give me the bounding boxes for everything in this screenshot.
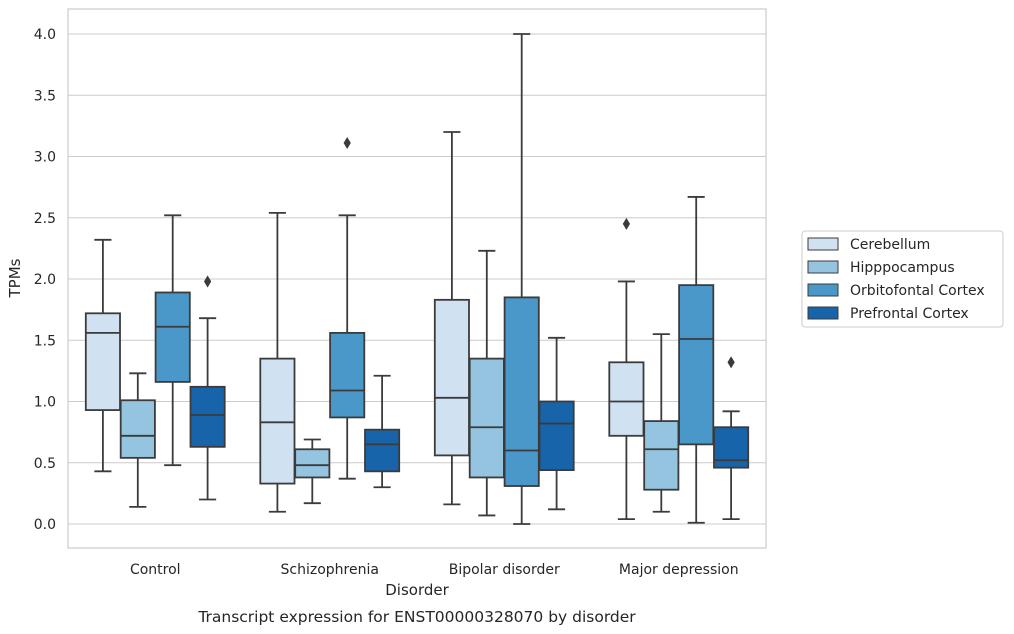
legend-frame xyxy=(801,230,1004,328)
box-iqr xyxy=(364,428,401,473)
box-iqr xyxy=(84,312,121,411)
plot-frame xyxy=(67,8,767,549)
x-tick-label: Control xyxy=(130,562,181,578)
box-orbitofontal-cortex xyxy=(329,136,366,480)
box-cerebellum xyxy=(84,238,121,473)
box-iqr xyxy=(608,361,645,437)
box-orbitofontal-cortex xyxy=(154,214,191,467)
x-tick-label: Major depression xyxy=(619,562,739,578)
box-iqr xyxy=(433,298,470,457)
box-hipppocampus xyxy=(468,249,505,517)
outlier-point xyxy=(343,136,351,150)
box-hipppocampus xyxy=(119,372,156,508)
x-tick-label: Schizophrenia xyxy=(281,562,379,578)
box-iqr xyxy=(503,296,540,487)
legend-swatch xyxy=(807,237,839,251)
box-iqr xyxy=(294,448,331,479)
y-tick-label: 0.5 xyxy=(34,456,56,472)
y-tick-label: 3.0 xyxy=(34,150,56,166)
box-iqr xyxy=(538,400,575,471)
y-axis-label: TPMs xyxy=(6,258,24,298)
figure-caption: Transcript expression for ENST0000032807… xyxy=(197,608,636,626)
y-axis-ticks: 0.0 0.5 1.0 1.5 2.0 2.5 3.0 3.5 4.0 xyxy=(34,27,56,533)
box-prefrontal-cortex xyxy=(713,356,750,520)
y-tick-label: 2.0 xyxy=(34,272,56,288)
box-plot-series xyxy=(84,33,750,525)
y-tick-label: 3.5 xyxy=(34,88,56,104)
box-prefrontal-cortex xyxy=(538,336,575,511)
box-hipppocampus xyxy=(294,438,331,505)
box-iqr xyxy=(678,284,715,446)
y-tick-label: 1.5 xyxy=(34,333,56,349)
x-axis-label: Disorder xyxy=(385,581,449,599)
box-iqr xyxy=(643,420,680,491)
legend-entry-label: Hipppocampus xyxy=(850,260,955,276)
legend: Cerebellum Hipppocampus Orbitofontal Corte… xyxy=(801,230,1004,328)
box-iqr xyxy=(259,357,296,485)
box-iqr xyxy=(713,426,750,469)
box-iqr xyxy=(119,399,156,459)
y-tick-label: 4.0 xyxy=(34,27,56,43)
box-iqr xyxy=(189,385,226,448)
legend-entry-label: Orbitofontal Cortex xyxy=(850,283,985,299)
box-cerebellum xyxy=(433,131,470,506)
box-iqr xyxy=(329,331,366,419)
box-iqr xyxy=(154,291,191,383)
box-cerebellum xyxy=(608,217,645,520)
box-cerebellum xyxy=(259,211,296,513)
box-orbitofontal-cortex xyxy=(503,33,540,525)
outlier-point xyxy=(727,356,735,369)
y-tick-label: 0.0 xyxy=(34,517,56,533)
box-orbitofontal-cortex xyxy=(678,196,715,524)
outlier-point xyxy=(203,275,212,288)
box-prefrontal-cortex xyxy=(189,275,226,501)
y-tick-label: 2.5 xyxy=(34,211,56,227)
legend-swatch xyxy=(807,306,839,320)
legend-swatch xyxy=(807,260,839,274)
x-axis-ticks: Control Schizophrenia Bipolar disorder Majo… xyxy=(130,562,739,578)
x-tick-label: Bipolar disorder xyxy=(449,562,560,578)
box-iqr xyxy=(468,357,505,479)
legend-swatch xyxy=(807,283,839,297)
box-hipppocampus xyxy=(643,333,680,513)
outlier-point xyxy=(622,217,631,230)
box-prefrontal-cortex xyxy=(364,374,401,489)
legend-entry-label: Prefrontal Cortex xyxy=(850,306,969,322)
legend-entry-label: Cerebellum xyxy=(850,237,930,253)
y-tick-label: 1.0 xyxy=(34,395,56,411)
